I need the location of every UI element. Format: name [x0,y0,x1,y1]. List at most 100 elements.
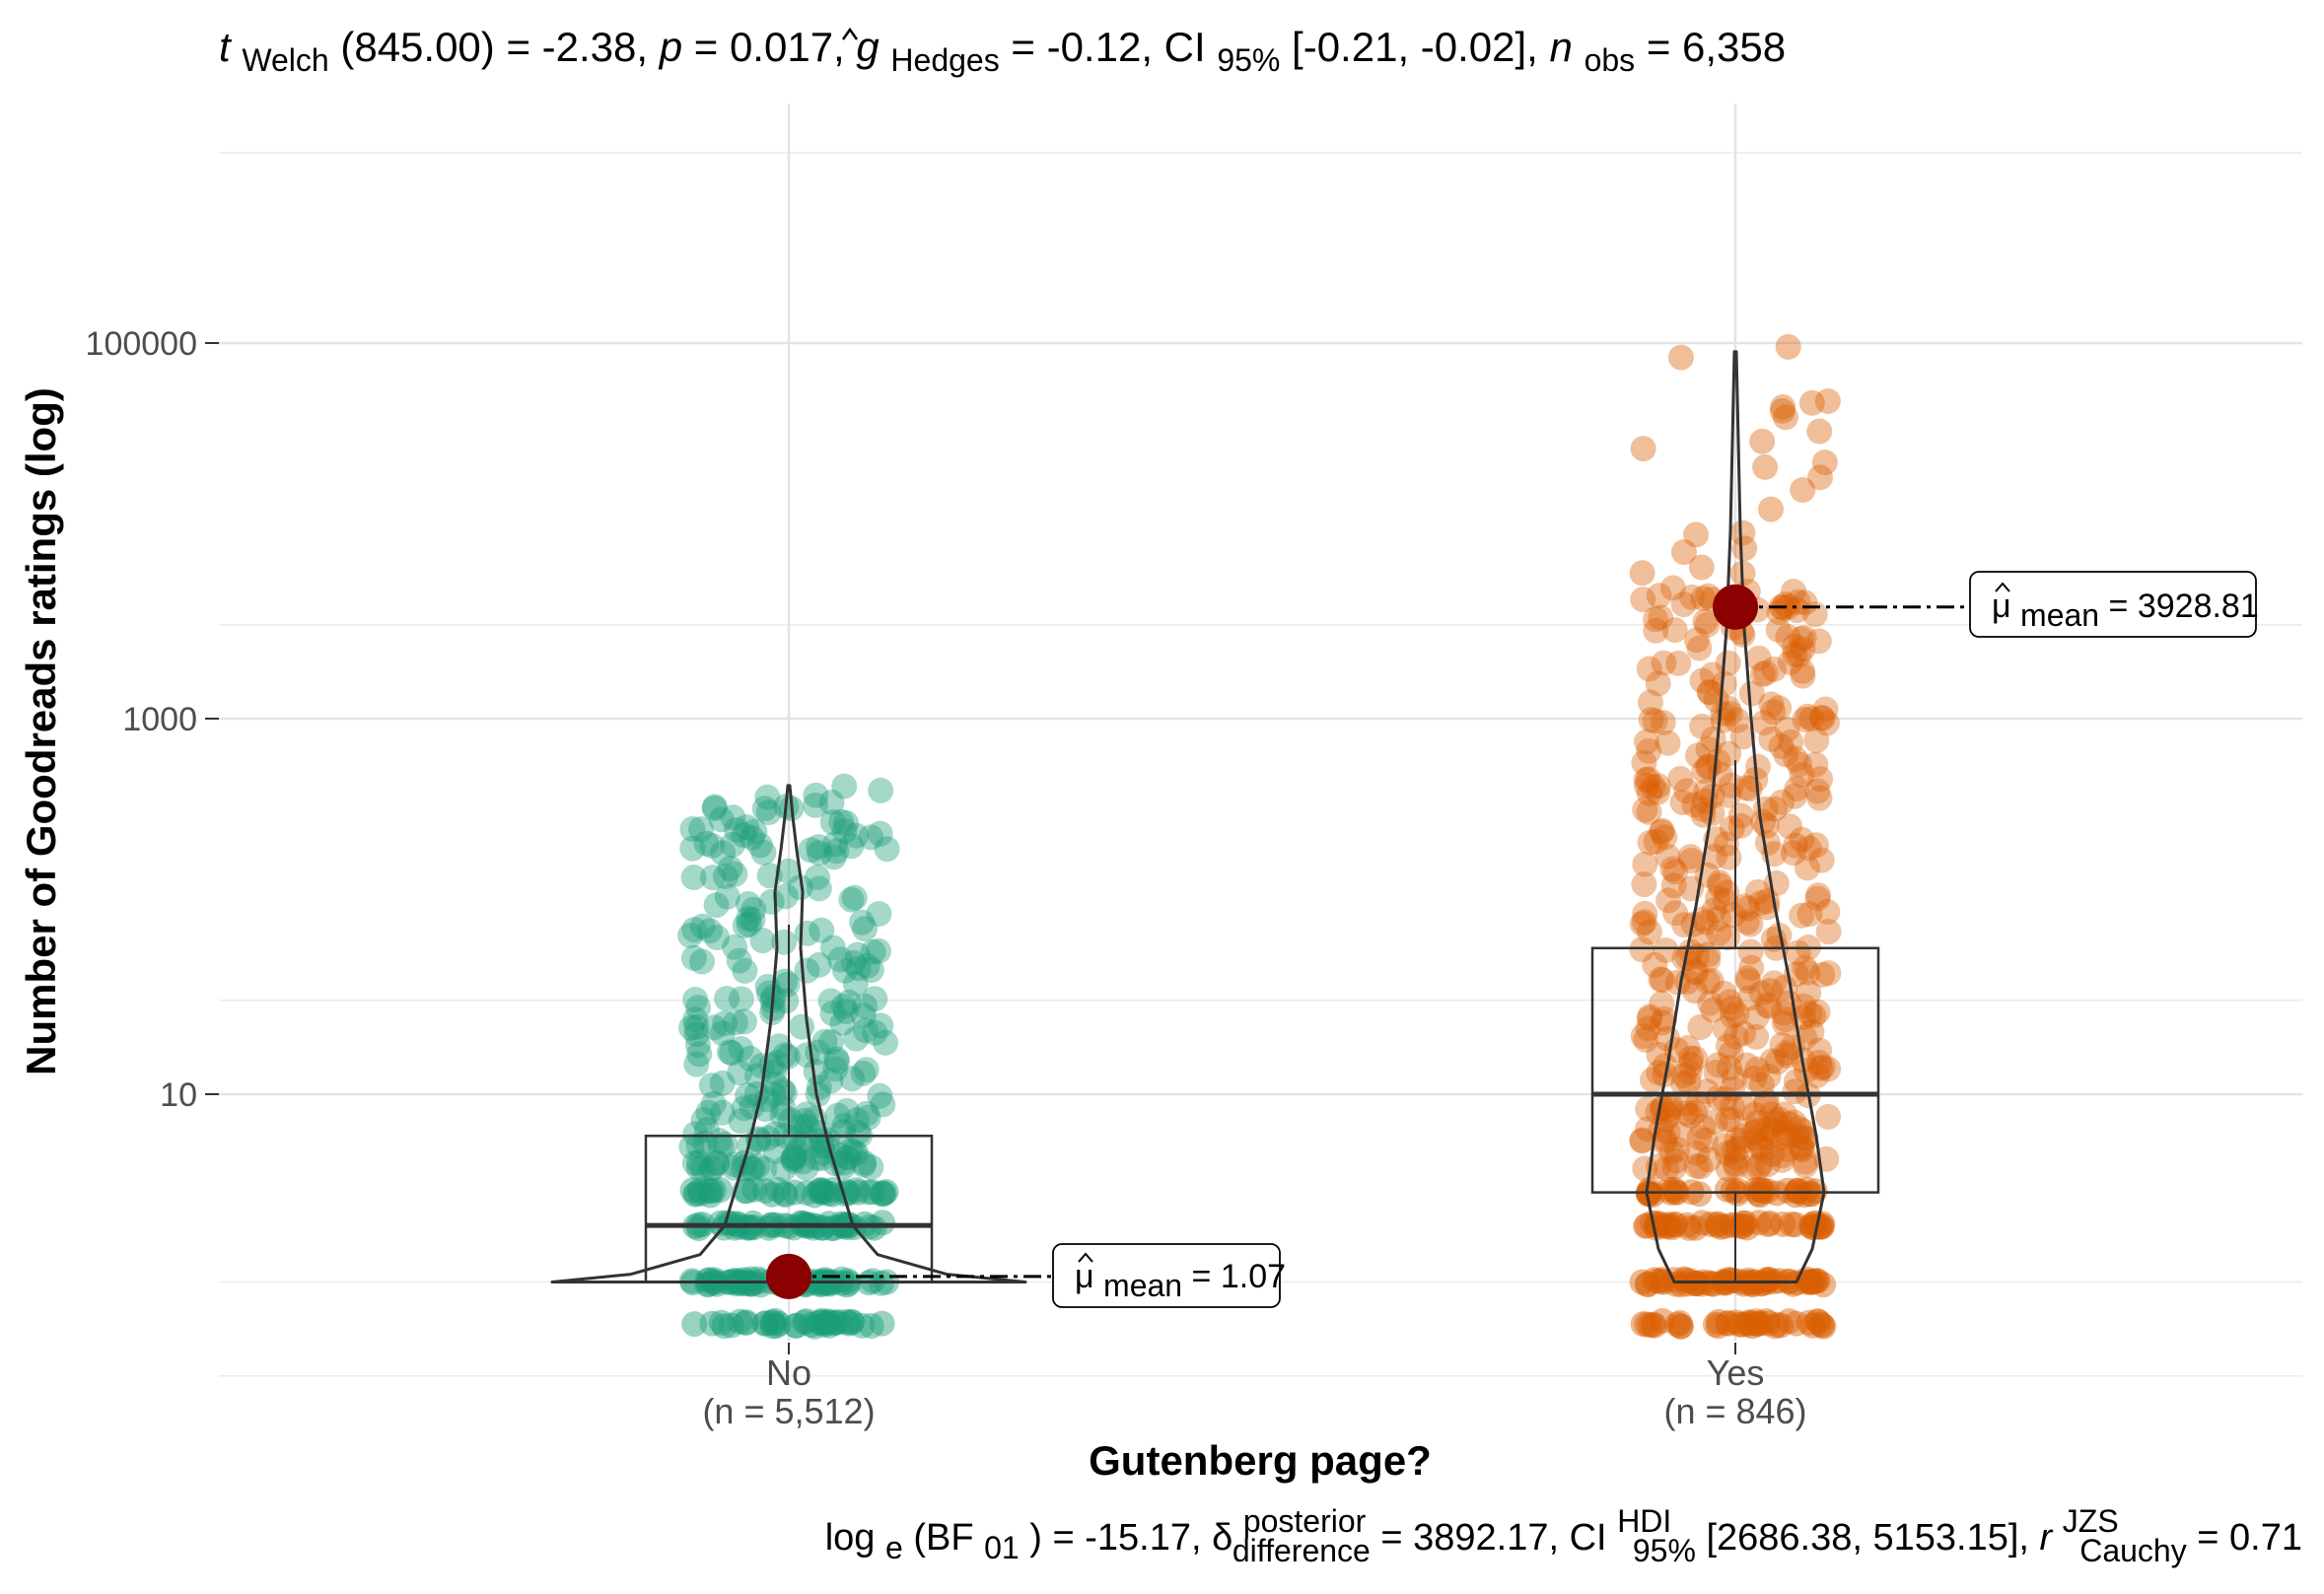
data-point-yes [1748,980,1775,1006]
data-point-no [809,1307,835,1334]
data-point-yes [1663,1147,1690,1174]
data-point-yes [1667,344,1694,371]
data-point-no [689,948,715,975]
data-point-yes [1751,710,1778,736]
data-point-yes [1758,1101,1785,1128]
data-point-no [764,1176,791,1203]
data-point-no [683,1014,710,1040]
caption-delta-sup: posterior [1243,1503,1367,1539]
data-point-yes [1765,616,1792,643]
data-point-yes [1658,1214,1685,1241]
data-point-no [741,818,768,845]
data-point-no [770,1155,797,1182]
data-point-yes [1810,1313,1837,1340]
data-point-no [825,1309,852,1336]
data-point-no [679,1177,706,1204]
data-point-yes [1695,736,1722,762]
data-point-no [679,835,706,862]
data-point-yes [1650,710,1676,735]
data-point-yes [1719,1094,1745,1121]
data-point-yes [1695,947,1722,973]
data-point-yes [1676,1214,1702,1241]
data-point-yes [1664,1137,1691,1162]
data-point-no [802,1182,827,1209]
caption-delta-val: = 3892.17, CI [1380,1517,1606,1559]
data-point-no [806,834,832,861]
data-point-yes [1745,1210,1772,1236]
data-point-no [709,1099,736,1126]
data-point-no [732,1178,758,1205]
data-point-yes [1720,902,1746,929]
data-point-yes [1809,961,1836,988]
data-point-yes [1746,1176,1773,1203]
caption-bf-val: ) = -15.17, [1029,1517,1212,1559]
data-point-yes [1731,535,1758,562]
x-tick-label-0: No [766,1352,811,1393]
data-point-yes [1792,1152,1818,1179]
data-point-yes [1791,625,1817,651]
data-point-no [843,822,870,849]
caption-r-val: = 0.71 [2197,1517,2302,1559]
mean-label-yes-box [1969,571,2257,638]
data-point-no [678,1134,705,1160]
data-point-yes [1635,1015,1661,1042]
data-point-yes [1747,1151,1774,1178]
data-point-yes [1719,1106,1745,1133]
data-point-yes [1792,1148,1818,1175]
data-point-yes [1640,1067,1665,1093]
data-point-yes [1808,705,1835,731]
data-point-yes [1801,1178,1828,1205]
data-point-yes [1707,1213,1733,1240]
data-point-yes [1806,1037,1833,1064]
data-point-no [678,1014,705,1041]
data-point-no [789,1013,814,1040]
title-stat-sub: Welch [242,42,328,78]
chart-title: t Welch (845.00) = -2.38, p = 0.017, g H… [219,24,1786,80]
data-point-no [692,1130,718,1156]
data-point-yes [1686,1181,1713,1208]
data-point-no [734,1309,760,1336]
data-point-no [704,1149,730,1176]
data-point-no [723,1009,748,1036]
data-point-yes [1738,680,1765,707]
data-point-yes [1787,751,1813,778]
data-point-yes [1715,1106,1741,1133]
data-point-yes [1790,1118,1816,1144]
data-point-yes [1683,958,1710,985]
data-point-yes [1636,919,1662,945]
data-point-yes [1700,1271,1726,1297]
data-point-yes [1755,1212,1782,1238]
data-point-no [697,1182,724,1209]
data-point-yes [1642,1312,1667,1339]
data-point-yes [1711,670,1737,697]
data-point-yes [1724,1127,1750,1153]
data-point-yes [1702,1311,1728,1338]
data-point-yes [1748,1072,1775,1098]
data-point-yes [1634,773,1659,798]
data-point-yes [1629,911,1655,937]
data-point-yes [1706,869,1732,896]
data-point-yes [1656,1096,1683,1123]
data-point-no [816,1312,843,1339]
data-point-yes [1670,1062,1697,1088]
data-point-yes [1733,1214,1760,1241]
data-point-no [807,840,832,866]
data-point-no [789,1131,815,1157]
data-point-yes [1695,941,1722,968]
data-point-no [696,1267,723,1293]
data-point-no [833,1097,860,1124]
caption-bf-sub: 01 [984,1530,1020,1565]
data-point-no [781,1147,807,1174]
data-point-yes [1720,1267,1746,1293]
data-point-no [866,937,891,964]
data-point-yes [1682,1271,1709,1297]
data-point-no [833,1308,860,1335]
data-point-yes [1750,808,1777,835]
caption-log: log [825,1517,876,1559]
data-point-yes [1650,1009,1675,1036]
data-point-no [752,1310,779,1337]
data-point-no [763,1313,790,1339]
data-point-no [819,1001,846,1027]
data-point-yes [1651,650,1677,676]
data-point-no [685,1132,712,1158]
